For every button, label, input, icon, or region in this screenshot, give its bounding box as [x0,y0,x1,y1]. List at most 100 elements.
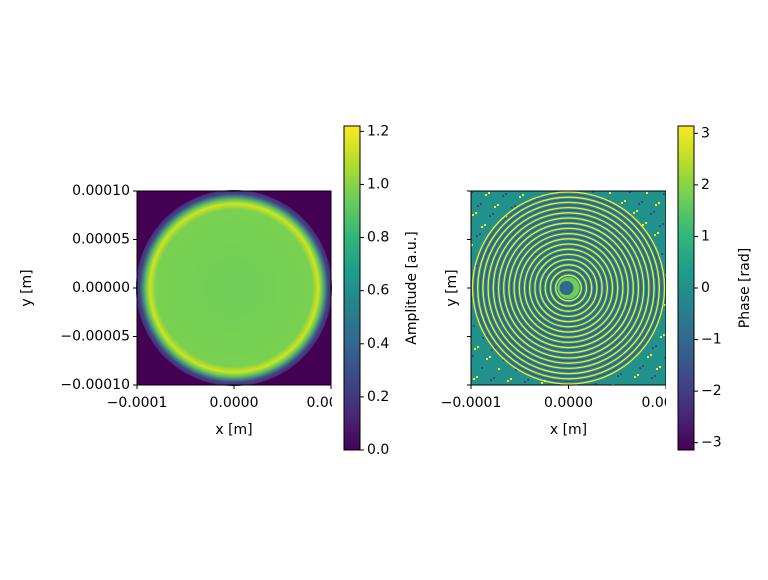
colorbar-tick-label: 0 [701,280,710,296]
y-tick-label: 0.00010 [72,183,130,199]
image-speckle [489,215,491,217]
image-speckle [663,193,665,195]
image-speckle [621,202,623,204]
image-speckle [654,234,656,236]
colorbar [343,125,361,451]
image-speckle [476,376,478,378]
image-ring [500,219,637,357]
image-speckle [620,373,622,375]
image-speckle [646,192,648,194]
image-speckle [609,192,611,194]
image-speckle [651,377,653,379]
image-speckle [654,375,656,377]
image-speckle [633,212,635,214]
y-tick-label: −0.00010 [60,377,130,393]
image-ring [534,253,603,323]
colorbar-tick-label: 0.8 [367,230,389,246]
image-ring [516,235,621,341]
image-ring [474,193,663,383]
image-speckle [662,223,664,225]
image-speckle [639,367,641,369]
image-speckle [476,235,478,237]
colorbar-tick-label: 0.4 [367,336,389,352]
image-speckle [502,195,504,197]
image-speckle [656,368,658,370]
image-speckle [655,345,657,347]
image-speckle [663,334,665,336]
image-ring [487,206,650,370]
y-tick-label: 0.00005 [72,232,130,248]
image-speckle [659,366,661,368]
image-speckle [655,204,657,206]
image-speckle [592,191,594,193]
image-speckle [515,369,517,371]
image-ring [471,191,666,385]
colorbar-tick-label: 0.6 [367,283,389,299]
image-speckle [514,205,516,207]
image-speckle [472,355,474,357]
image-speckle [629,191,631,193]
image-ring [505,225,632,351]
image-speckle [519,196,521,198]
image-speckle [479,233,481,235]
x-tick-label: −0.0001 [441,395,502,411]
image-speckle [489,356,491,358]
image-speckle [481,226,483,228]
image-speckle [541,382,543,384]
image-speckle [490,379,492,381]
image-speckle [661,253,663,255]
y-axis-label: y [m] [19,269,35,306]
image-speckle [636,210,638,212]
image-speckle [638,203,640,205]
image-speckle [498,368,500,370]
image-speckle [653,211,655,213]
x-tick-label: 0.0000 [210,395,259,411]
image-speckle [664,304,666,306]
image-speckle [492,213,494,215]
image-speckle [491,349,493,351]
image-speckle [510,378,512,380]
image-ring [503,222,634,354]
image-speckle [503,359,505,361]
image-speckle [650,354,652,356]
image-ring [484,204,653,372]
image-disk [136,190,332,386]
image-speckle [524,381,526,383]
colorbar-tick-label: 1.0 [367,176,389,192]
image-speckle [647,356,649,358]
image-speckle [505,193,507,195]
image-ring [490,209,647,367]
image-ring [531,251,606,325]
colorbar-tick-label: −3 [701,435,722,451]
image-speckle [642,224,644,226]
image-speckle [493,377,495,379]
image-center [559,281,574,295]
colorbar-label: Phase [rad] [737,248,753,328]
image-ring [508,227,629,349]
image-speckle [645,222,647,224]
image-ring [529,248,608,328]
y-axis-label: y [m] [444,269,460,306]
image-speckle [485,194,487,196]
image-speckle [642,365,644,367]
image-speckle [650,213,652,215]
image-speckle [475,265,477,267]
image-ring [510,230,627,346]
image-speckle [659,225,661,227]
image-speckle [664,357,666,359]
image-speckle [527,379,529,381]
colorbar-label: Amplitude [a.u.] [404,231,420,344]
image-ring [536,256,601,320]
image-ring [549,269,588,307]
image-speckle [473,325,475,327]
image-ring [552,271,585,305]
colorbar-tick-label: 1.2 [367,123,389,139]
image-speckle [482,337,484,339]
image-ring [544,264,593,312]
image-speckle [471,297,473,299]
x-axis-label: x [m] [550,422,587,438]
image-ring [477,196,660,380]
colorbar-tick-label: 0.0 [367,442,389,458]
image-speckle [507,380,509,382]
